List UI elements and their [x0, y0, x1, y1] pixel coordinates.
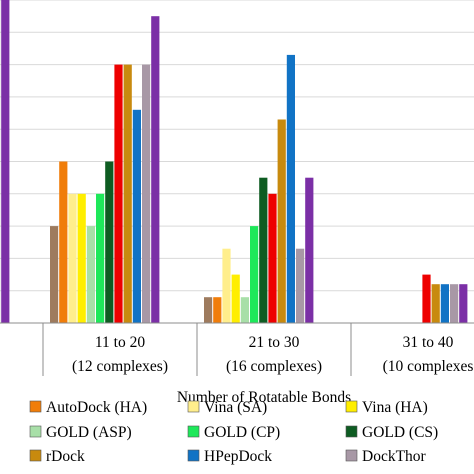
x-tick-label: 31 to 40 — [403, 334, 454, 351]
bar — [59, 161, 68, 323]
bar — [114, 64, 123, 323]
x-axis-title: Number of Rotatable Bonds — [177, 389, 351, 406]
legend-swatch — [29, 449, 42, 462]
bar — [277, 119, 286, 323]
bar — [222, 248, 231, 323]
bar — [231, 274, 240, 323]
legend-label: HPepDock — [204, 448, 272, 465]
legend-label: Vina (SA) — [204, 399, 267, 416]
bar — [105, 161, 114, 323]
legend-swatch — [29, 425, 42, 438]
bar — [268, 193, 277, 323]
bar — [305, 177, 314, 323]
legend-label: DockThor — [362, 448, 427, 465]
x-tick-label-count: (12 complexes) — [72, 358, 168, 375]
legend-label: GOLD (CP) — [204, 424, 280, 441]
legend-swatch — [345, 449, 358, 462]
bar — [450, 284, 459, 323]
bar — [96, 193, 105, 323]
bar — [431, 284, 440, 323]
bar — [213, 297, 222, 323]
legend-label: rDock — [46, 448, 85, 465]
bar — [422, 274, 431, 323]
bar — [250, 226, 259, 323]
legend-label: GOLD (CS) — [362, 424, 438, 441]
bar — [286, 54, 295, 324]
bar — [240, 297, 249, 323]
legend-label: GOLD (ASP) — [46, 424, 132, 441]
legend-swatch — [345, 400, 358, 413]
legend-swatch — [187, 400, 200, 413]
bar — [259, 177, 268, 323]
legend-swatch — [345, 425, 358, 438]
bar — [123, 64, 132, 323]
x-axis — [0, 322, 474, 376]
legend-swatch — [187, 425, 200, 438]
legend: AutoDock (HA) Vina (SA) Vina (HA) GOLD (ASP… — [29, 399, 438, 465]
bars — [0, 0, 468, 324]
bar — [77, 193, 86, 323]
legend-swatch — [29, 400, 42, 413]
bar — [142, 64, 151, 323]
bar — [204, 297, 213, 323]
x-tick-label: 21 to 30 — [249, 334, 300, 351]
bar — [459, 284, 468, 323]
bar — [1, 0, 10, 323]
x-tick-label-count: (10 complexes — [383, 358, 474, 375]
bar — [296, 248, 305, 323]
bar — [50, 226, 59, 323]
x-tick-label-count: (16 complexes) — [226, 358, 322, 375]
x-tick-labels: es)11 to 20(12 complexes)21 to 30(16 com… — [72, 334, 474, 375]
bar — [86, 226, 95, 323]
bar — [151, 16, 160, 323]
bar — [68, 193, 77, 323]
legend-label: AutoDock (HA) — [46, 399, 147, 416]
bar — [132, 109, 141, 323]
x-tick-label: 11 to 20 — [95, 334, 145, 351]
legend-swatch — [187, 449, 200, 462]
legend-label: Vina (HA) — [362, 399, 428, 416]
bar — [440, 284, 449, 323]
